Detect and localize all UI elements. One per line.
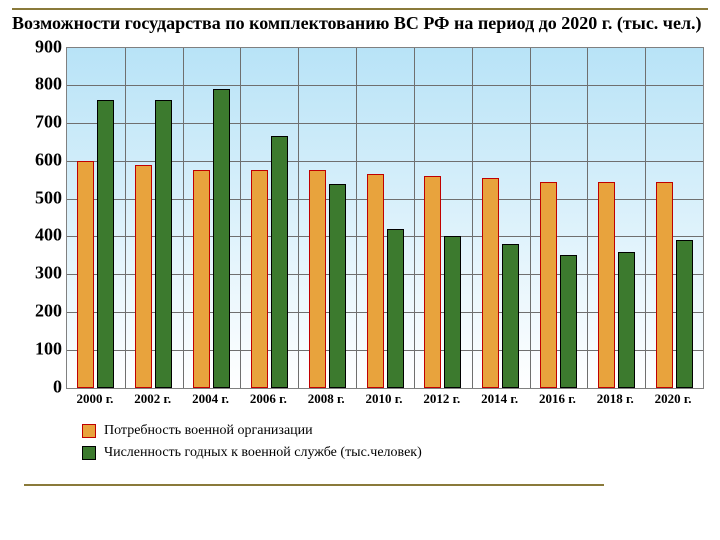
gridline-v — [298, 48, 299, 388]
bar-series1 — [193, 170, 210, 387]
gridline-v — [240, 48, 241, 388]
gridline-h — [67, 85, 703, 86]
x-tick-label: 2000 г. — [76, 391, 113, 407]
y-tick-label: 200 — [18, 300, 62, 321]
x-axis-labels: 2000 г. 2002 г. 2004 г. 2006 г. 2008 г. 2010 … — [66, 391, 702, 411]
y-tick-label: 100 — [18, 338, 62, 359]
legend-label-2: Численность годных к военной службе (тыс… — [104, 445, 422, 461]
bar-series2 — [271, 136, 288, 387]
bar-series1 — [135, 165, 152, 388]
bar-series1 — [77, 161, 94, 388]
plot-area — [66, 47, 704, 389]
bar-series2 — [618, 252, 635, 388]
x-tick-label: 2006 г. — [250, 391, 287, 407]
bottom-rule — [24, 484, 604, 486]
bar-series1 — [598, 182, 615, 388]
y-tick-label: 300 — [18, 263, 62, 284]
y-tick-label: 0 — [18, 376, 62, 397]
bar-series1 — [251, 170, 268, 387]
bar-series1 — [482, 178, 499, 388]
bar-series2 — [676, 240, 693, 387]
bar-series2 — [155, 100, 172, 387]
bar-series2 — [502, 244, 519, 388]
x-tick-label: 2014 г. — [481, 391, 518, 407]
legend-swatch-1 — [82, 424, 96, 438]
bar-series1 — [367, 174, 384, 387]
y-tick-label: 700 — [18, 112, 62, 133]
x-tick-label: 2008 г. — [308, 391, 345, 407]
y-tick-label: 900 — [18, 36, 62, 57]
x-tick-label: 2004 г. — [192, 391, 229, 407]
bar-series2 — [387, 229, 404, 388]
slide-frame: Возможности государства по комплектовани… — [12, 8, 708, 532]
legend: Потребность военной организации Численно… — [82, 423, 422, 467]
bar-series1 — [540, 182, 557, 388]
y-tick-label: 600 — [18, 149, 62, 170]
gridline-v — [530, 48, 531, 388]
bar-series2 — [444, 236, 461, 387]
y-tick-label: 500 — [18, 187, 62, 208]
gridline-v — [125, 48, 126, 388]
bar-series1 — [309, 170, 326, 387]
y-tick-label: 800 — [18, 74, 62, 95]
legend-item-2: Численность годных к военной службе (тыс… — [82, 445, 422, 461]
gridline-v — [356, 48, 357, 388]
gridline-v — [183, 48, 184, 388]
gridline-v — [472, 48, 473, 388]
bar-series2 — [213, 89, 230, 387]
bar-series2 — [97, 100, 114, 387]
bar-series1 — [424, 176, 441, 388]
legend-label-1: Потребность военной организации — [104, 423, 313, 439]
gridline-v — [645, 48, 646, 388]
chart-title: Возможности государства по комплектовани… — [12, 12, 708, 35]
gridline-v — [587, 48, 588, 388]
x-tick-label: 2016 г. — [539, 391, 576, 407]
x-tick-label: 2018 г. — [597, 391, 634, 407]
bar-series2 — [560, 255, 577, 387]
x-tick-label: 2020 г. — [655, 391, 692, 407]
legend-item-1: Потребность военной организации — [82, 423, 422, 439]
title-rule — [12, 8, 708, 10]
x-tick-label: 2010 г. — [366, 391, 403, 407]
legend-swatch-2 — [82, 446, 96, 460]
bar-series1 — [656, 182, 673, 388]
x-tick-label: 2002 г. — [134, 391, 171, 407]
bar-series2 — [329, 184, 346, 388]
gridline-v — [414, 48, 415, 388]
x-tick-label: 2012 г. — [423, 391, 460, 407]
y-tick-label: 400 — [18, 225, 62, 246]
chart-area: 0100200300400500600700800900 2000 г.2002… — [12, 41, 708, 461]
